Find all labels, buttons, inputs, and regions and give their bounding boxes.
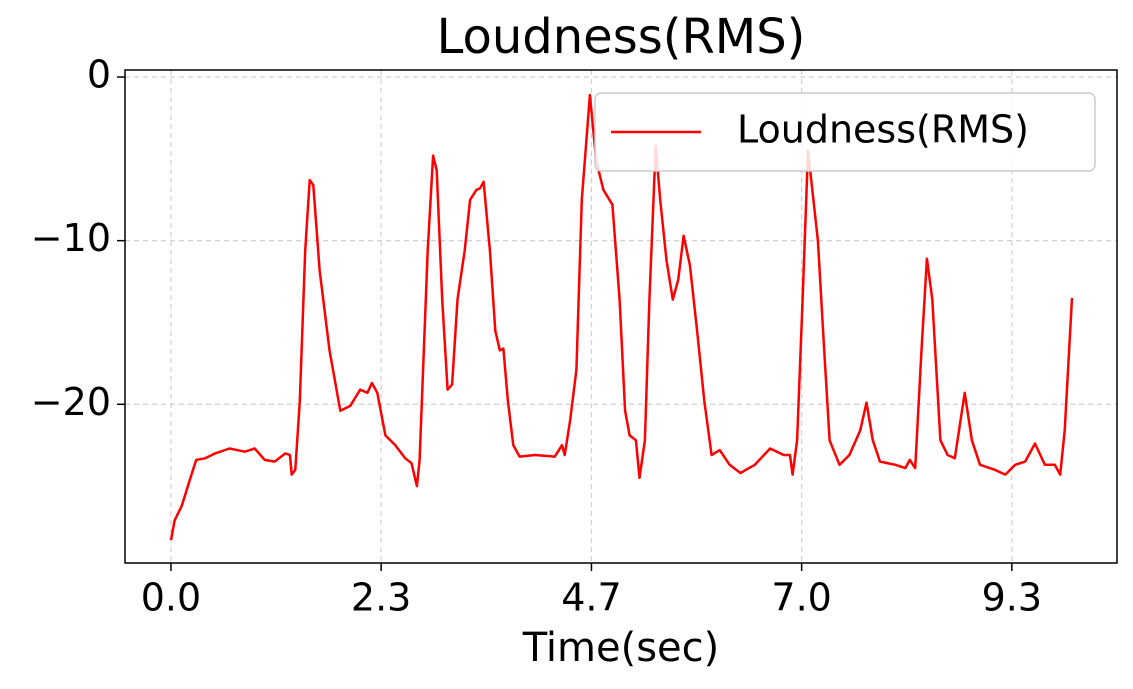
plot-frame (124, 69, 1118, 564)
chart-title: Loudness(RMS) (437, 9, 806, 65)
x-tick-label: 2.3 (351, 576, 411, 620)
legend-label: Loudness(RMS) (737, 108, 1029, 152)
y-tick-label: 0 (87, 53, 111, 97)
y-tick-label: −10 (31, 216, 111, 260)
x-axis-label: Time(sec) (522, 625, 720, 671)
legend-box (594, 92, 1096, 172)
x-tick-label: 0.0 (141, 576, 201, 620)
y-tick-label: −20 (31, 380, 111, 424)
line-series (169, 93, 1074, 541)
x-tick-label: 7.0 (771, 576, 831, 620)
x-tick-label: 9.3 (982, 576, 1042, 620)
x-tick-label: 4.7 (561, 576, 621, 620)
